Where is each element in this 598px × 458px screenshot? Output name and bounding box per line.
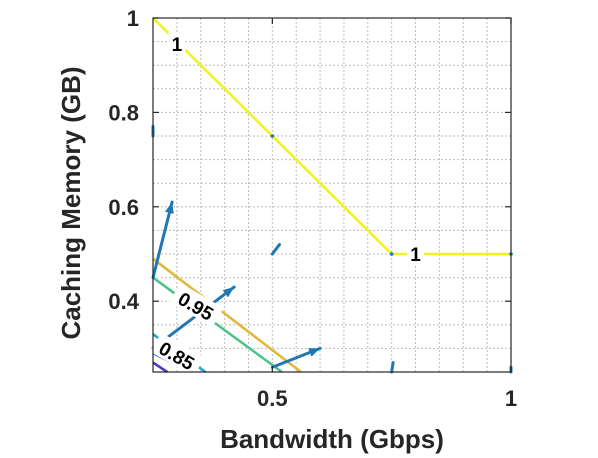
x-tick-label: 1 — [505, 386, 517, 411]
gradient-arrow — [270, 243, 281, 256]
gradient-arrow — [389, 252, 394, 256]
tick-labels: 0.5 1 0.4 0.6 0.8 1 — [108, 6, 517, 411]
gradient-arrows — [151, 125, 513, 374]
contour-labels: 110.950.85 — [150, 31, 425, 377]
tick-marks — [153, 17, 512, 372]
y-tick-label: 0.8 — [108, 100, 139, 125]
axes-frame — [152, 17, 512, 373]
contour-line-0.95 — [152, 257, 302, 374]
gradient-arrow — [270, 134, 275, 138]
y-tick-label: 0.4 — [108, 289, 139, 314]
contour-line-0.75 — [152, 361, 169, 374]
contour-label: 0.95 — [169, 283, 224, 328]
svg-text:1: 1 — [172, 35, 183, 56]
grid — [153, 18, 511, 372]
y-tick-label: 1 — [127, 6, 139, 31]
contour-label: 1 — [168, 31, 186, 56]
gradient-arrow — [390, 361, 395, 374]
contour-label: 1 — [407, 242, 425, 266]
x-tick-label: 0.5 — [257, 386, 288, 411]
x-axis-label: Bandwidth (Gbps) — [220, 424, 444, 454]
y-tick-label: 0.6 — [108, 195, 139, 220]
gradient-arrow — [270, 346, 322, 369]
svg-text:1: 1 — [410, 245, 421, 266]
gradient-arrow — [151, 200, 174, 280]
y-axis-label: Caching Memory (GB) — [56, 66, 86, 339]
